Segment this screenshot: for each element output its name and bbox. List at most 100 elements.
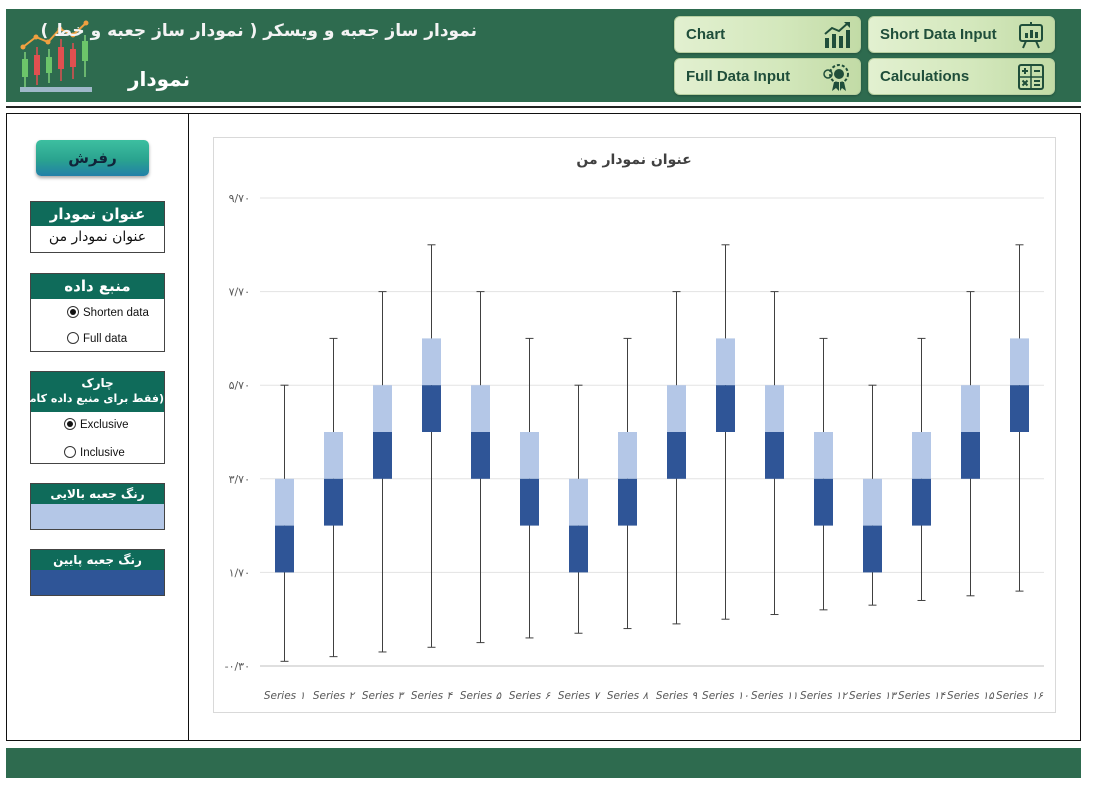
chart-title-input[interactable]: عنوان نمودار من [48,229,147,245]
radio-unselected-dot [67,332,79,344]
radio-inclusive[interactable]: Inclusive [64,446,125,459]
x-tick-label: Series ۷ [558,690,601,702]
refresh-button[interactable]: رفرش [36,140,149,176]
lower-box [471,432,490,479]
radio-shorten-label: Shorten data [83,307,149,319]
upper-box [961,385,980,432]
upper-box [863,478,882,526]
quartile-header-line2: (فقط برای منبع داده کامل) [14,392,164,405]
radio-selected-dot [67,306,79,318]
x-tick-label: Series ۱۱ [751,690,798,702]
y-tick-label: -۰/۳۰ [225,660,250,673]
upper-box [324,432,343,479]
calculations-label: Calculations [880,68,970,85]
lower-box [275,525,294,573]
upper-box-color-swatch[interactable] [31,504,164,529]
quartile-header: چارک (فقط برای منبع داده کامل) [14,372,164,412]
boxes [275,244,1029,662]
upper-box [373,385,392,432]
lower-box [765,432,784,479]
upper-box [422,338,441,386]
radio-exclusive[interactable]: Exclusive [64,418,129,431]
x-tick-label: Series ۳ [362,690,406,702]
x-tick-label: Series ۵ [460,690,503,702]
x-tick-label: Series ۴ [411,690,454,702]
upper-box [1010,338,1029,386]
y-tick-label: ۹/۷۰ [229,192,250,205]
lower-box [324,478,343,526]
radio-shorten-data[interactable]: Shorten data [67,306,149,319]
lower-box-color-swatch[interactable] [31,570,164,595]
footer-bar [6,748,1081,778]
quartile-header-line1: چارک [81,376,114,390]
lower-box [1010,385,1029,432]
short-data-input-button[interactable]: Short Data Input [868,16,1055,53]
lower-box [569,525,588,573]
upper-box [814,432,833,479]
upper-box [618,432,637,479]
x-tick-label: Series ۶ [509,690,552,702]
lower-box [373,432,392,479]
upper-box-color-header: رنگ جعبه بالایی [31,484,164,504]
upper-box [520,432,539,479]
gear-badge-icon [823,64,849,91]
upper-box [667,385,686,432]
y-tick-label: ۷/۷۰ [229,286,250,299]
short-data-input-label: Short Data Input [880,26,997,43]
radio-full-data[interactable]: Full data [67,332,127,345]
x-tick-label: Series ۱۲ [800,690,848,702]
quartile-panel: چارک (فقط برای منبع داده کامل) [14,371,165,464]
x-tick-label: Series ۱۰ [702,690,749,702]
upper-box [716,338,735,386]
lower-box [667,432,686,479]
sidebar-divider [188,113,189,741]
x-tick-label: Series ۱۵ [947,690,995,702]
data-source-header: منبع داده [31,274,164,299]
line-chart-icon [824,22,850,48]
chart-area[interactable]: عنوان نمودار من -۰/۳۰ ۱/۷۰ ۳/۷۰ ۵/۷۰ ۷/۷۰ ۹/۷… [213,137,1056,713]
box-plot-chart: عنوان نمودار من -۰/۳۰ ۱/۷۰ ۳/۷۰ ۵/۷۰ ۷/۷۰ ۹/۷… [225,152,1045,702]
upper-box-color-panel: رنگ جعبه بالایی [30,483,165,530]
lower-box [422,385,441,432]
page-title: نمودار [128,67,191,91]
x-tick-label: Series ۸ [607,690,649,702]
lower-box [912,478,931,526]
x-tick-label: Series ۱ [264,690,305,702]
chart-title-panel: عنوان نمودار عنوان نمودار من [30,201,165,253]
calculator-icon [1018,64,1044,90]
data-source-panel: منبع داده [30,273,165,352]
y-tick-label: ۵/۷۰ [229,379,250,392]
upper-box [569,478,588,526]
radio-inclusive-label: Inclusive [80,447,125,459]
chart-title: عنوان نمودار من [576,152,691,168]
x-tick-label: Series ۱۶ [996,690,1044,702]
lower-box-color-header: رنگ جعبه پایین [31,550,164,570]
x-tick-label: Series ۱۴ [898,690,946,702]
lower-box [618,478,637,526]
chart-title-header: عنوان نمودار [31,202,164,226]
chart-button-label: Chart [686,26,726,43]
radio-full-label: Full data [83,333,128,345]
presentation-chart-icon [1019,22,1043,49]
full-data-input-button[interactable]: Full Data Input [674,58,861,95]
lower-box [716,385,735,432]
upper-box [275,478,294,526]
upper-box [765,385,784,432]
calculations-button[interactable]: Calculations [868,58,1055,95]
radio-selected-dot [64,418,76,430]
lower-box-color-panel: رنگ جعبه پایین [30,549,165,596]
radio-unselected-dot [64,446,76,458]
chart-button[interactable]: Chart [674,16,861,53]
lower-box [863,525,882,573]
y-axis-ticks: -۰/۳۰ ۱/۷۰ ۳/۷۰ ۵/۷۰ ۷/۷۰ ۹/۷۰ [225,192,250,673]
x-tick-label: Series ۲ [313,690,356,702]
y-tick-label: ۱/۷۰ [229,566,250,579]
upper-box [471,385,490,432]
x-tick-label: Series ۹ [656,690,698,702]
lower-box [961,432,980,479]
header-divider [6,106,1081,108]
app-title: نمودار ساز جعبه و ویسکر ( نمودار ساز جعب… [40,21,477,41]
upper-box [912,432,931,479]
lower-box [814,478,833,526]
full-data-input-label: Full Data Input [686,68,791,85]
